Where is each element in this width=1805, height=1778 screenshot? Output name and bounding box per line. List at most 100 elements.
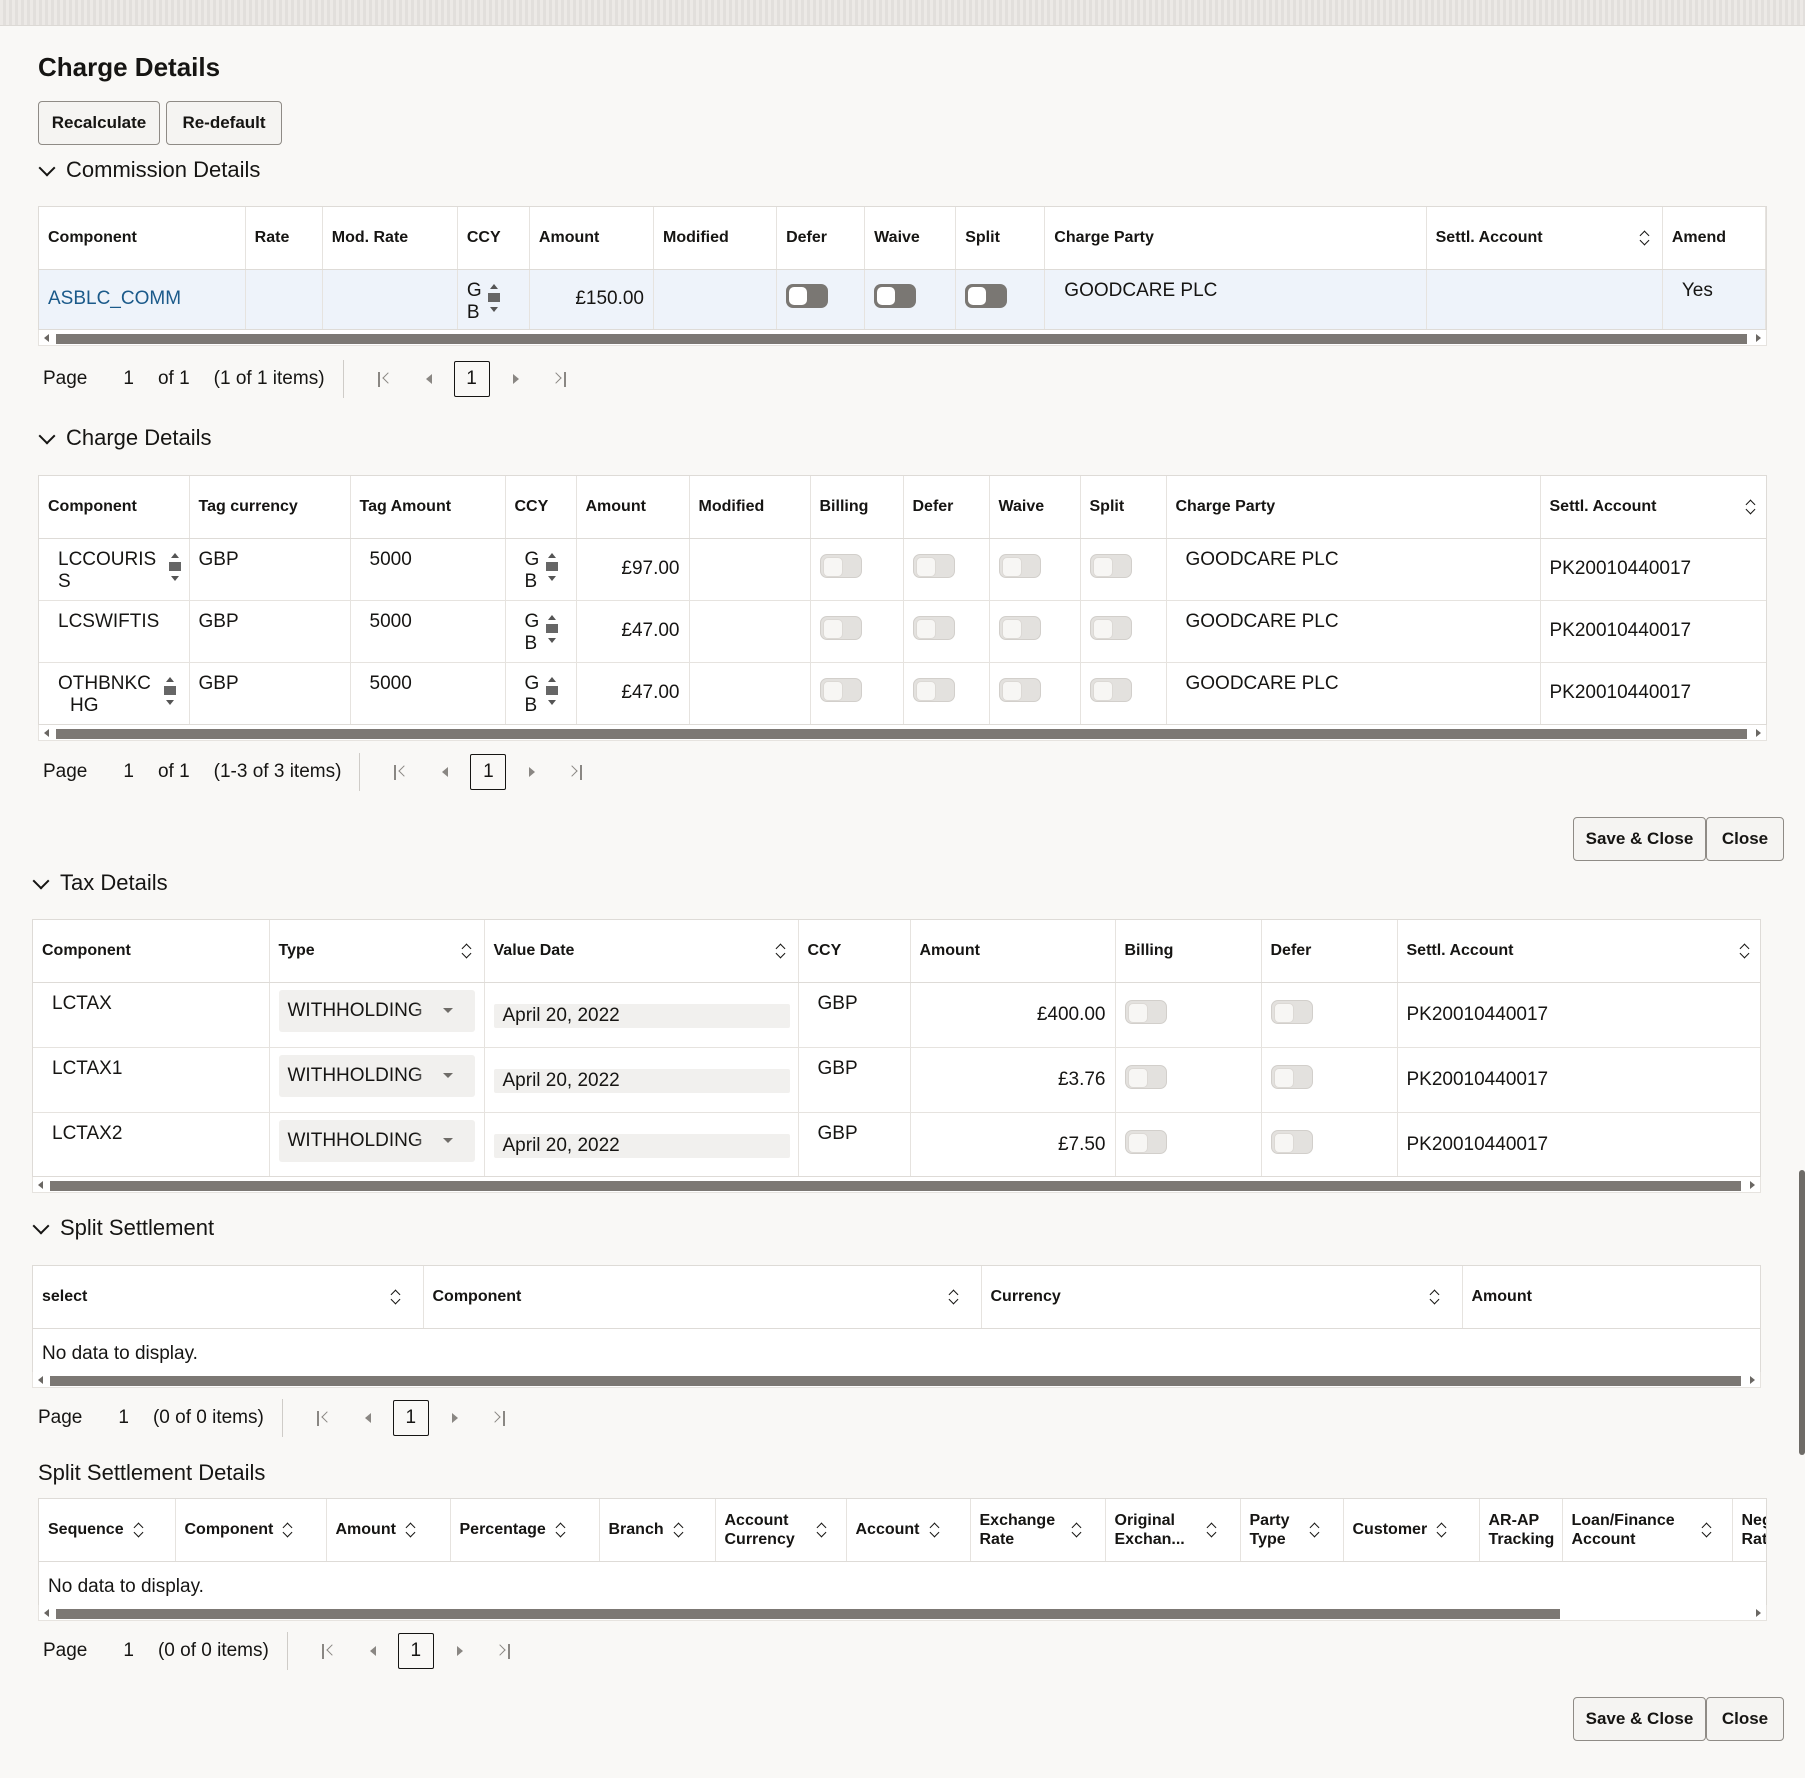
col-currency[interactable]: Currency [981, 1266, 1463, 1329]
waive-toggle[interactable] [998, 678, 1041, 702]
page-input[interactable]: 1 [123, 1640, 134, 1661]
value-date-field[interactable]: April 20, 2022 [493, 1003, 790, 1028]
type-select[interactable]: WITHHOLDING [278, 1119, 475, 1162]
tax-section-toggle[interactable]: Tax Details [32, 870, 168, 896]
amount-cell[interactable]: £400.00 [910, 982, 1116, 1048]
col-amount[interactable]: Amount [326, 1499, 451, 1562]
split-section-toggle[interactable]: Split Settlement [32, 1215, 214, 1241]
billing-toggle[interactable] [1124, 1064, 1167, 1089]
col-loan-finance-account[interactable]: Loan/Finance Account [1562, 1499, 1733, 1562]
table-row[interactable]: LCTAX1 WITHHOLDING April 20, 2022 GBP £3… [33, 1047, 1760, 1113]
table-row[interactable]: LCTAX WITHHOLDING April 20, 2022 GBP £40… [33, 982, 1760, 1048]
waive-toggle[interactable] [998, 554, 1041, 578]
settl-account-cell[interactable]: PK20010440017 [1397, 982, 1760, 1048]
sort-icon[interactable] [1702, 1523, 1712, 1537]
waive-toggle[interactable] [998, 616, 1041, 640]
col-split[interactable]: Split [1080, 476, 1167, 539]
type-select[interactable]: WITHHOLDING [278, 1054, 475, 1097]
sort-icon[interactable] [817, 1523, 827, 1537]
prev-page-icon[interactable] [358, 1636, 388, 1666]
col-type[interactable]: Type [269, 920, 485, 983]
prev-page-icon[interactable] [414, 364, 444, 394]
defer-toggle[interactable] [1270, 1064, 1313, 1089]
col-settl-account[interactable]: Settl. Account [1426, 207, 1663, 270]
value-date-field[interactable]: April 20, 2022 [493, 1133, 790, 1158]
save-close-button[interactable]: Save & Close [1573, 1697, 1706, 1741]
col-modified[interactable]: Modified [689, 476, 811, 539]
stepper-icon[interactable] [168, 551, 182, 585]
sort-icon[interactable] [406, 1523, 416, 1537]
type-select[interactable]: WITHHOLDING [278, 989, 475, 1032]
col-original-exchange[interactable]: Original Exchan... [1105, 1499, 1241, 1562]
col-ccy[interactable]: CCY [457, 207, 530, 270]
component-cell[interactable]: LCSWIFTIS [39, 600, 190, 663]
next-page-icon[interactable] [439, 1403, 469, 1433]
defer-toggle[interactable] [1270, 1129, 1313, 1154]
stepper-icon[interactable] [163, 675, 177, 709]
settl-account-cell[interactable] [1426, 269, 1663, 329]
last-page-icon[interactable] [560, 757, 590, 787]
prev-page-icon[interactable] [353, 1403, 383, 1433]
amount-cell[interactable]: £97.00 [576, 538, 690, 601]
next-page-icon[interactable] [500, 364, 530, 394]
redefault-button[interactable]: Re-default [166, 101, 282, 145]
value-date-field[interactable]: April 20, 2022 [493, 1068, 790, 1093]
close-button[interactable]: Close [1706, 817, 1784, 861]
charge-section-toggle[interactable]: Charge Details [38, 425, 212, 451]
col-ccy[interactable]: CCY [505, 476, 577, 539]
component-link[interactable]: ASBLC_COMM [48, 288, 182, 309]
col-amount[interactable]: Amount [910, 920, 1116, 983]
split-hscrollbar[interactable] [32, 1372, 1761, 1388]
recalculate-button[interactable]: Recalculate [38, 101, 160, 145]
tax-hscrollbar[interactable] [32, 1177, 1761, 1193]
col-billing[interactable]: Billing [1115, 920, 1262, 983]
prev-page-icon[interactable] [430, 757, 460, 787]
split-toggle[interactable] [1089, 554, 1132, 578]
col-select[interactable]: select [33, 1266, 424, 1329]
sort-icon[interactable] [949, 1290, 959, 1304]
amount-cell[interactable]: £150.00 [529, 269, 655, 329]
last-page-icon[interactable] [544, 364, 574, 394]
col-component[interactable]: Component [39, 476, 190, 539]
sort-icon[interactable] [930, 1523, 940, 1537]
stepper-icon[interactable] [545, 613, 559, 647]
defer-toggle[interactable] [1270, 999, 1313, 1024]
col-branch[interactable]: Branch [599, 1499, 716, 1562]
sort-icon[interactable] [1437, 1523, 1447, 1537]
sort-icon[interactable] [556, 1523, 566, 1537]
billing-toggle[interactable] [819, 678, 862, 702]
component-cell[interactable]: LCCOURIS S [39, 538, 190, 601]
sort-icon[interactable] [1072, 1523, 1082, 1537]
charge-hscrollbar[interactable] [38, 725, 1767, 741]
amount-cell[interactable]: £3.76 [910, 1047, 1116, 1113]
commission-section-toggle[interactable]: Commission Details [38, 157, 260, 183]
sort-icon[interactable] [1310, 1523, 1320, 1537]
split-toggle[interactable] [965, 284, 1008, 308]
current-page-button[interactable]: 1 [397, 1633, 434, 1669]
billing-toggle[interactable] [819, 616, 862, 640]
stepper-icon[interactable] [545, 551, 559, 585]
sort-icon[interactable] [134, 1523, 144, 1537]
amount-cell[interactable]: £47.00 [576, 600, 690, 663]
current-page-button[interactable]: 1 [392, 1400, 429, 1436]
sort-icon[interactable] [283, 1523, 293, 1537]
stepper-icon[interactable] [545, 675, 559, 709]
current-page-button[interactable]: 1 [453, 361, 490, 397]
first-page-icon[interactable] [386, 757, 416, 787]
sort-icon[interactable] [674, 1523, 684, 1537]
col-charge-party[interactable]: Charge Party [1166, 476, 1541, 539]
col-amount[interactable]: Amount [576, 476, 690, 539]
col-waive[interactable]: Waive [989, 476, 1081, 539]
col-mod-rate[interactable]: Mod. Rate [322, 207, 458, 270]
defer-toggle[interactable] [912, 616, 955, 640]
settl-account-cell[interactable]: PK20010440017 [1540, 662, 1766, 724]
col-neg-rate[interactable]: Neg Rat [1732, 1499, 1766, 1562]
col-component[interactable]: Component [423, 1266, 982, 1329]
current-page-button[interactable]: 1 [470, 754, 507, 790]
